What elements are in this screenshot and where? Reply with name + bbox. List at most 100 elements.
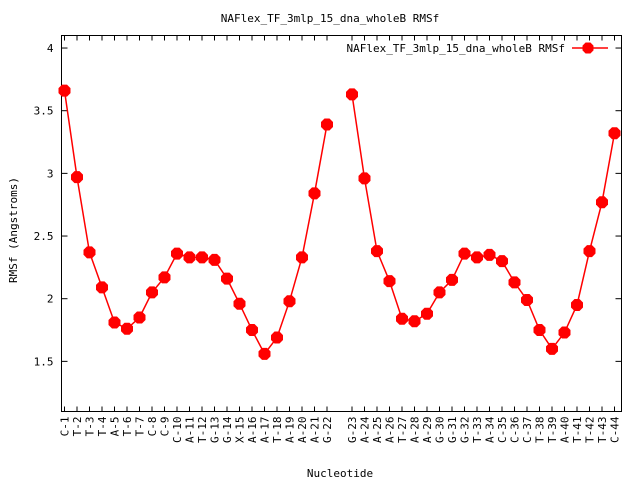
data-point xyxy=(346,88,358,101)
data-point xyxy=(446,273,458,286)
x-tick-label: T-3 xyxy=(84,417,97,437)
x-tick-label: T-38 xyxy=(534,417,547,444)
data-point xyxy=(508,276,521,289)
x-tick-label: A-28 xyxy=(409,417,422,444)
data-point xyxy=(146,286,158,299)
x-tick-label: C-10 xyxy=(171,417,184,444)
data-point xyxy=(171,247,183,260)
chart-title: NAFlex_TF_3mlp_15_dna_wholeB RMSf xyxy=(221,12,440,25)
x-tick-label: C-8 xyxy=(146,417,159,437)
x-tick-label: A-5 xyxy=(109,417,122,437)
data-point xyxy=(458,247,471,260)
data-point xyxy=(208,253,221,266)
x-tick-label: G-31 xyxy=(446,417,459,444)
x-tick-label: A-40 xyxy=(559,417,572,444)
data-point xyxy=(483,248,496,261)
data-point xyxy=(371,245,383,258)
data-point xyxy=(308,187,321,200)
x-tick-label: G-32 xyxy=(459,417,472,444)
data-point xyxy=(358,172,371,185)
x-tick-label: T-12 xyxy=(196,417,209,444)
x-tick-label: A-26 xyxy=(384,417,397,444)
data-point xyxy=(133,311,146,324)
legend-entry-label: NAFlex_TF_3mlp_15_dna_wholeB RMSf xyxy=(346,42,565,55)
series-line xyxy=(63,90,328,356)
x-tick-label: G-23 xyxy=(346,417,359,444)
plot-area-border xyxy=(61,35,622,412)
y-tick-label: 2.5 xyxy=(34,230,54,243)
data-point xyxy=(396,312,408,325)
x-tick-label: T-42 xyxy=(584,417,597,444)
y-axis-label: RMSf (Angstroms) xyxy=(7,177,20,283)
data-point xyxy=(96,281,108,294)
data-point xyxy=(471,251,483,264)
x-tick-label: C-9 xyxy=(159,417,172,437)
data-point xyxy=(221,272,233,285)
y-tick-label: 1.5 xyxy=(34,355,54,368)
series-layer xyxy=(58,84,621,360)
data-point xyxy=(496,255,508,268)
data-point xyxy=(408,315,421,328)
x-tick-label: T-41 xyxy=(571,417,584,444)
data-point xyxy=(271,331,283,344)
data-point xyxy=(583,245,596,258)
x-tick-label: T-39 xyxy=(546,417,559,444)
x-tick-label: A-19 xyxy=(284,417,297,444)
data-point xyxy=(158,271,171,284)
data-point xyxy=(121,322,133,335)
data-point xyxy=(108,316,121,329)
x-tick-label: T-18 xyxy=(271,417,284,444)
data-point xyxy=(296,251,308,264)
x-tick-label: G-30 xyxy=(434,417,447,444)
data-point xyxy=(258,347,271,360)
series-line xyxy=(351,94,616,351)
data-point xyxy=(533,324,546,337)
data-point xyxy=(321,118,333,131)
x-tick-label: C-36 xyxy=(509,417,522,444)
x-tick-label: A-25 xyxy=(371,417,384,444)
y-tick-label: 3.5 xyxy=(34,105,54,118)
data-point xyxy=(196,251,208,264)
x-tick-label: T-43 xyxy=(596,417,609,444)
x-tick-label: C-35 xyxy=(496,417,509,444)
x-tick-label: G-22 xyxy=(321,417,334,444)
x-tick-label: A-11 xyxy=(184,417,197,444)
data-point xyxy=(433,286,446,299)
x-tick-label: A-20 xyxy=(296,417,309,444)
y-tick-label: 4 xyxy=(47,42,54,55)
data-point xyxy=(246,324,258,337)
x-tick-label: T-6 xyxy=(121,417,134,437)
x-tick-label: A-17 xyxy=(259,417,272,444)
legend-marker xyxy=(582,42,594,54)
x-tick-label: T-2 xyxy=(71,417,84,437)
x-tick-label: C-37 xyxy=(521,417,534,444)
data-point xyxy=(571,298,583,311)
data-point xyxy=(183,251,196,264)
data-point xyxy=(58,84,71,97)
y-tick-label: 3 xyxy=(47,167,54,180)
x-tick-label: A-24 xyxy=(359,416,372,443)
x-tick-label: T-7 xyxy=(134,417,147,437)
x-tick-label: A-16 xyxy=(246,417,259,444)
data-point xyxy=(596,196,608,209)
x-tick-label: A-21 xyxy=(309,417,322,444)
x-tick-label: A-29 xyxy=(421,417,434,444)
data-point xyxy=(608,127,621,140)
data-point xyxy=(546,342,558,355)
data-point xyxy=(521,293,533,306)
x-tick-label: C-44 xyxy=(609,416,622,443)
data-point xyxy=(558,326,571,339)
x-axis-ticks: C-1 T-2 T-3 T-4 A-5 T-6 T-7 C-8 C-9 C-10 A-11 T-12 G… xyxy=(59,35,622,444)
x-tick-label: A-34 xyxy=(484,416,497,443)
x-tick-label: T-33 xyxy=(471,417,484,444)
x-tick-label: T-4 xyxy=(96,416,109,436)
x-tick-label: T-27 xyxy=(396,417,409,444)
data-point xyxy=(71,171,83,184)
x-tick-label: G-13 xyxy=(209,417,222,444)
x-tick-label: X-15 xyxy=(234,417,247,444)
legend: NAFlex_TF_3mlp_15_dna_wholeB RMSf xyxy=(346,42,608,55)
x-tick-label: C-1 xyxy=(59,417,72,437)
data-point xyxy=(283,295,296,308)
data-point xyxy=(421,307,433,320)
